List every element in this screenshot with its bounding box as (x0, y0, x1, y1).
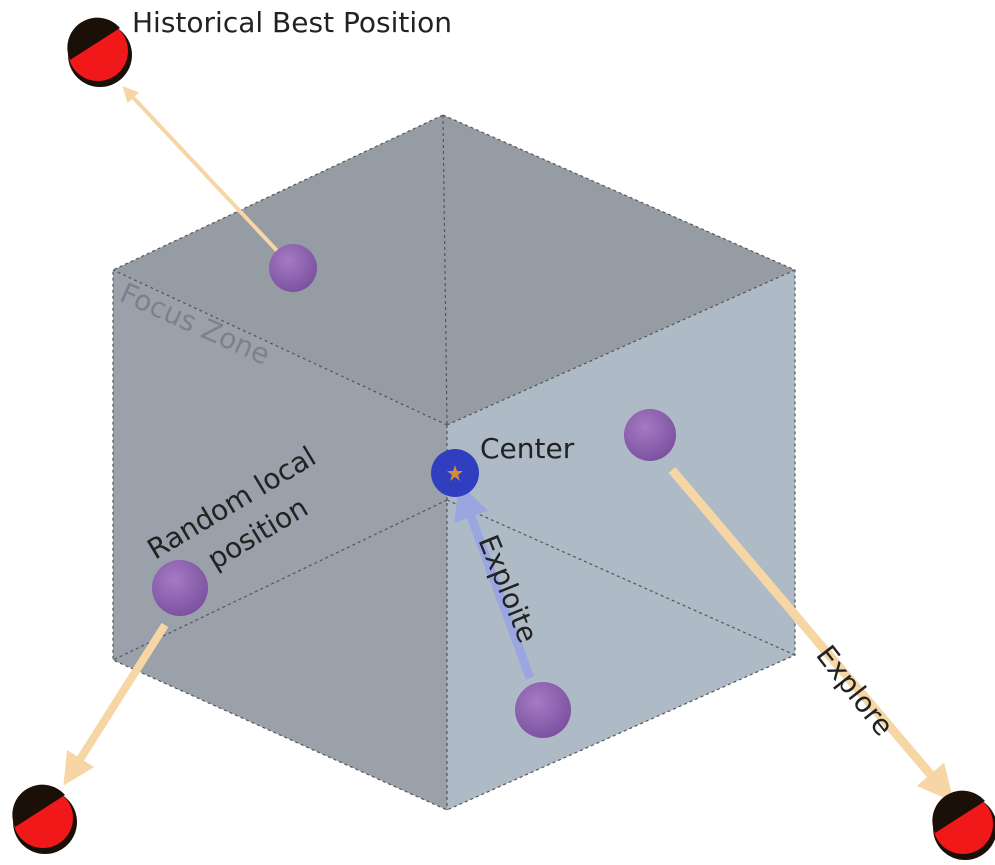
explore-label: Explore (809, 639, 900, 742)
diagram: Focus Zone Historical Best Position Cent… (0, 0, 995, 865)
center-label: Center (480, 432, 575, 465)
historical-best-label: Historical Best Position (132, 6, 452, 39)
